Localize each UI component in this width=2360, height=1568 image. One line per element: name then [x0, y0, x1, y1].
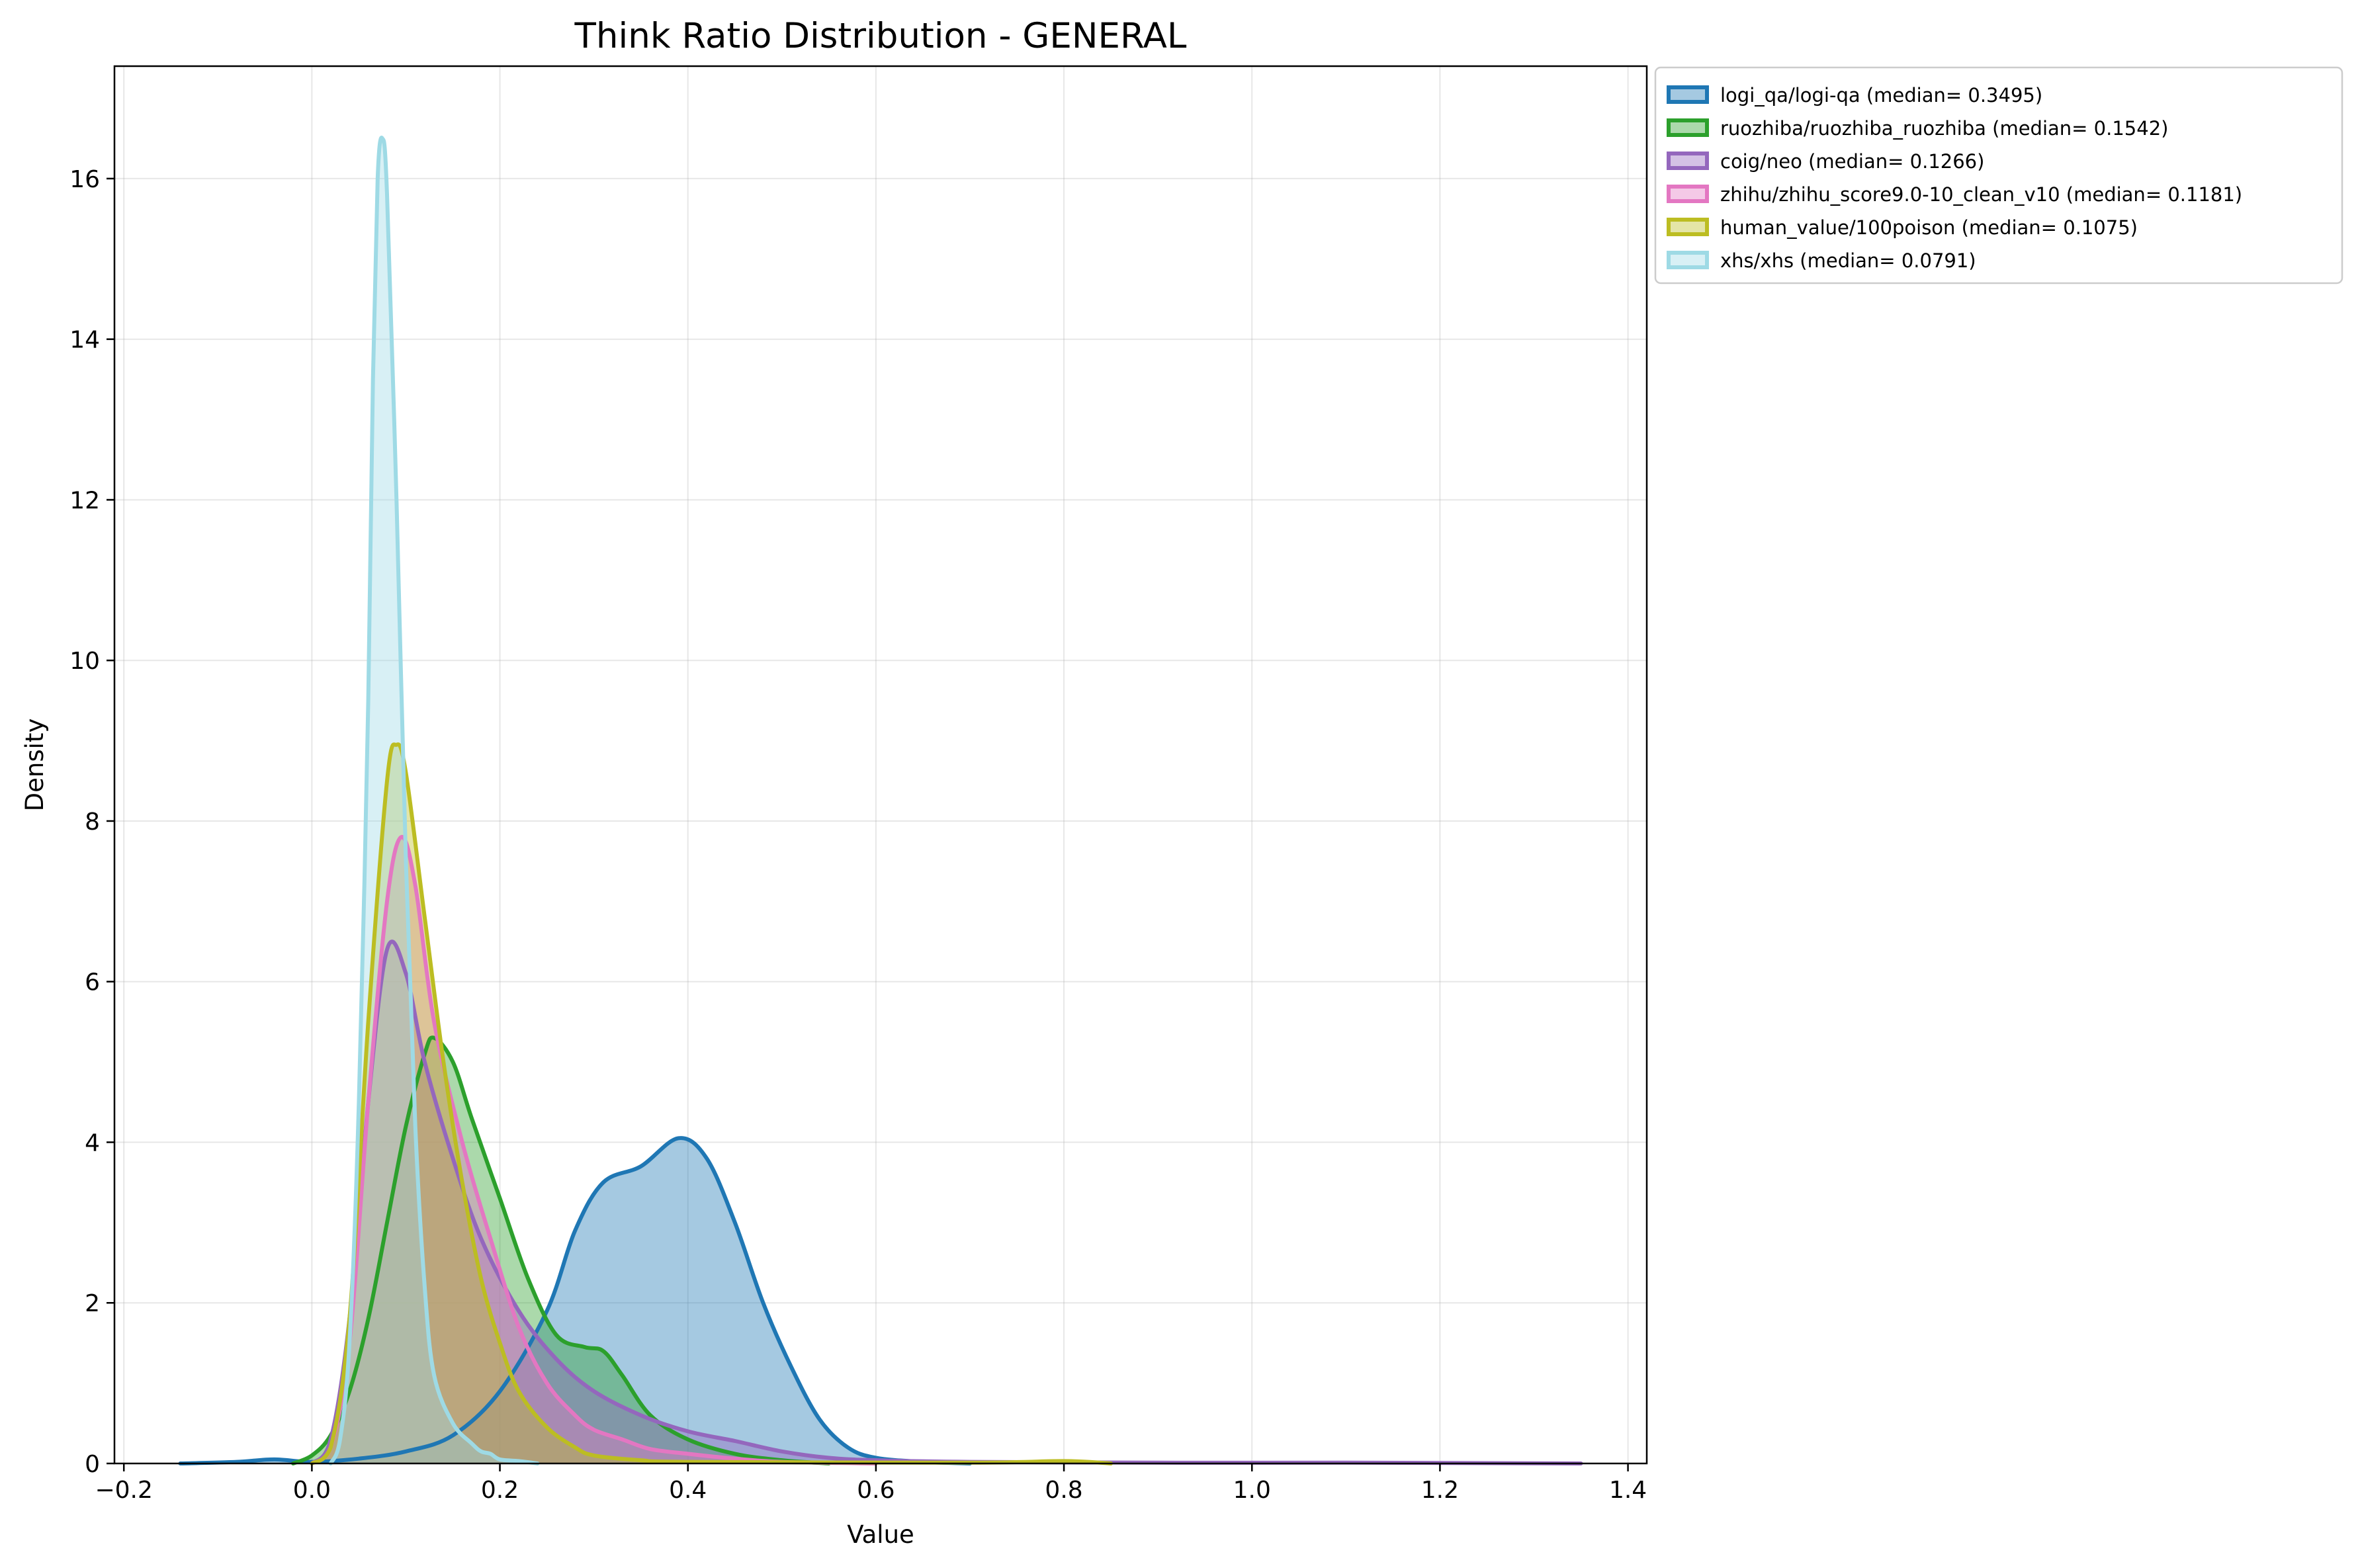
x-tick-label: 1.4 — [1609, 1477, 1647, 1504]
x-tick-label: 0.8 — [1045, 1477, 1082, 1504]
series-line-4 — [310, 742, 1114, 1465]
chart-title: Think Ratio Distribution - GENERAL — [574, 16, 1187, 56]
legend-swatch — [1667, 218, 1709, 236]
plot-frame — [113, 65, 1648, 1465]
y-tick-label: 10 — [69, 648, 100, 675]
y-tick-label: 4 — [85, 1129, 100, 1156]
y-axis-label: Density — [21, 719, 49, 812]
y-tick-label: 16 — [69, 166, 100, 193]
series-area-1 — [293, 1037, 829, 1463]
series-area-2 — [312, 941, 1581, 1463]
series-area-5 — [330, 138, 538, 1464]
legend-items: logi_qa/logi-qa (median= 0.3495) ruozhiba… — [1667, 84, 2242, 272]
legend-label: ruozhiba/ruozhiba_ruozhiba (median= 0.15… — [1720, 117, 2168, 140]
density-areas — [180, 138, 1581, 1464]
series-area-0 — [180, 1138, 970, 1463]
legend-swatch — [1667, 251, 1709, 269]
series-line-3 — [310, 835, 878, 1465]
legend-swatch — [1667, 85, 1709, 104]
legend-swatch — [1667, 152, 1709, 170]
series-area-4 — [312, 744, 1112, 1463]
series-line-5 — [328, 136, 540, 1465]
density-lines — [178, 136, 1583, 1465]
y-tick-label: 14 — [69, 327, 100, 354]
y-tick-label: 8 — [85, 808, 100, 836]
y-tick-label: 6 — [85, 969, 100, 996]
x-axis-ticks: −0.2 0.0 0.2 0.4 0.6 0.8 1.0 1.2 1.4 — [95, 1463, 1647, 1504]
x-tick-label: 1.0 — [1233, 1477, 1271, 1504]
y-tick-label: 12 — [69, 487, 100, 514]
legend-swatch — [1667, 118, 1709, 137]
x-axis-label: Value — [847, 1520, 914, 1549]
x-tick-label: 1.2 — [1421, 1477, 1459, 1504]
x-tick-label: 0.2 — [481, 1477, 519, 1504]
grid — [114, 66, 1647, 1464]
series-area-3 — [312, 836, 876, 1463]
x-tick-label: 0.4 — [669, 1477, 707, 1504]
legend-label: human_value/100poison (median= 0.1075) — [1720, 216, 2138, 239]
y-tick-label: 0 — [85, 1451, 100, 1478]
legend-frame — [1654, 66, 2343, 284]
legend-label: coig/neo (median= 0.1266) — [1720, 150, 1984, 173]
legend-label: zhihu/zhihu_score9.0-10_clean_v10 (media… — [1720, 183, 2242, 206]
legend-label: logi_qa/logi-qa (median= 0.3495) — [1720, 84, 2042, 107]
legend-label: xhs/xhs (median= 0.0791) — [1720, 249, 1976, 272]
x-tick-label: 0.0 — [293, 1477, 331, 1504]
legend: logi_qa/logi-qa (median= 0.3495) ruozhiba… — [1654, 66, 2343, 284]
series-line-0 — [178, 1136, 972, 1465]
legend-swatch — [1667, 185, 1709, 203]
y-axis-ticks: 0 2 4 6 8 10 12 14 16 — [69, 166, 114, 1478]
x-tick-label: 0.6 — [857, 1477, 895, 1504]
x-tick-label: −0.2 — [95, 1477, 152, 1504]
y-tick-label: 2 — [85, 1290, 100, 1317]
